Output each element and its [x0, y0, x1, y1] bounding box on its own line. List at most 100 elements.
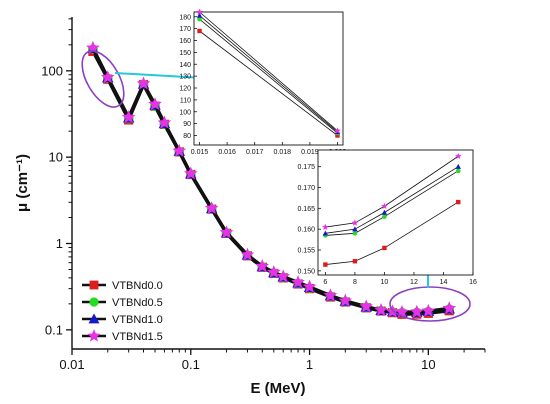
- data-point: [136, 76, 151, 90]
- inset-data-point: [382, 214, 387, 219]
- inset-data-point: [335, 133, 340, 138]
- inset-series-VTBNd0.0: [323, 199, 461, 267]
- data-point: [291, 275, 305, 289]
- inset-x-tick-label: 0.015: [191, 149, 209, 156]
- inset-y-tick-label: 0.150: [297, 268, 315, 275]
- data-point: [204, 201, 219, 215]
- data-point: [240, 247, 255, 261]
- inset-data-point: [456, 199, 461, 205]
- x-tick-label: 0.01: [59, 357, 84, 372]
- inset-x-tick-label: 12: [410, 279, 418, 286]
- inset-y-tick-label: 140: [179, 62, 191, 69]
- inset-series-line: [199, 15, 338, 133]
- data-point: [255, 259, 270, 273]
- inset-y-tick-label: 150: [179, 50, 191, 57]
- data-point: [172, 143, 187, 157]
- inset-data-point: [351, 219, 359, 226]
- data-point: [442, 301, 457, 315]
- y-tick-label: 1: [56, 236, 63, 251]
- legend-marker: [89, 280, 99, 290]
- data-point: [184, 166, 198, 180]
- inset-y-tick-label: 0.175: [297, 164, 315, 171]
- legend-label: VTBNd1.0: [112, 314, 163, 326]
- x-tick-label: 10: [421, 357, 435, 372]
- inset-y-tick-label: 160: [179, 38, 191, 45]
- data-point: [374, 303, 388, 316]
- legend-label: VTBNd0.5: [112, 297, 163, 309]
- inset-data-point: [352, 226, 358, 232]
- inset-data-point: [352, 231, 358, 236]
- inset-frame: [193, 11, 344, 146]
- inset-series-line: [325, 201, 459, 265]
- x-axis-title: E (MeV): [250, 380, 305, 397]
- data-point: [100, 70, 115, 84]
- y-tick-label: 0.1: [45, 322, 63, 337]
- inset-y-tick-label: 110: [180, 97, 191, 104]
- inset-data-point: [381, 202, 388, 210]
- inset-x-tick-label: 8: [353, 279, 357, 286]
- inset-y-tick-label: 0.155: [297, 248, 315, 255]
- inset-x-tick-label: 0.019: [301, 149, 319, 156]
- data-point: [421, 303, 436, 317]
- inset-series-line: [325, 170, 459, 236]
- inset-series-line: [199, 30, 338, 136]
- inset-data-point: [197, 16, 202, 22]
- inset-data-point: [455, 163, 461, 169]
- data-point: [219, 225, 234, 239]
- data-point: [338, 293, 353, 307]
- series-VTBNd1.5: [86, 40, 457, 318]
- y-axis-title: μ (cm⁻¹): [14, 154, 31, 212]
- data-point: [148, 97, 162, 111]
- inset-series-VTBNd1.5: [196, 8, 341, 134]
- data-point: [323, 288, 338, 302]
- inset-data-point: [196, 8, 203, 15]
- data-point: [276, 269, 290, 283]
- legend-label: VTBNd1.5: [112, 331, 163, 343]
- legend-label: VTBNd0.0: [112, 280, 163, 292]
- inset-data-point: [382, 245, 387, 251]
- inset-data-point: [322, 230, 329, 236]
- inset-x-tick-label: 16: [469, 279, 477, 286]
- inset-y-tick-label: 0.170: [297, 185, 315, 192]
- inset-y-tick-label: 0.165: [297, 206, 315, 213]
- inset-data-point: [454, 152, 462, 160]
- inset-data-point: [322, 223, 329, 230]
- data-point: [157, 115, 172, 129]
- inset-right: 6 8 10 12 14 16 0.150 0.155 0.160 0.165 0.170 0.175: [297, 149, 477, 286]
- inset-left: 0.0150.0160.0170.0180.0190.0208090100110…: [179, 8, 346, 156]
- inset-x-tick-label: 0.016: [218, 149, 236, 156]
- inset-data-point: [323, 262, 328, 267]
- legend-item: VTBNd1.0: [82, 313, 163, 326]
- data-point: [359, 299, 373, 313]
- inset-series-VTBNd1.5: [322, 152, 462, 230]
- inset-x-tick-label: 0.017: [246, 149, 264, 156]
- inset-x-tick-label: 10: [381, 279, 389, 286]
- main-series-layer: [86, 40, 457, 319]
- inset-series-line: [325, 166, 459, 234]
- legend-item: VTBNd0.0: [82, 280, 163, 292]
- highlight-ellipse-high-energy: [389, 286, 471, 322]
- inset-series-VTBNd1.0: [322, 163, 461, 236]
- inset-y-tick-label: 90: [183, 121, 191, 128]
- data-point: [121, 110, 136, 123]
- inset-data-point: [334, 127, 341, 134]
- legend-item: VTBNd1.5: [82, 329, 163, 343]
- inset-data-point: [196, 12, 203, 18]
- x-tick-label: 1: [306, 357, 313, 372]
- inset-data-point: [352, 259, 358, 264]
- legend: VTBNd0.0 VTBNd0.5 VTBNd1.0 VTBNd1.5: [82, 280, 163, 343]
- legend-marker: [89, 297, 99, 307]
- inset-y-tick-label: 100: [179, 109, 191, 116]
- inset-y-tick-label: 180: [179, 14, 191, 21]
- legend-marker: [88, 313, 100, 324]
- inset-series-line: [199, 18, 338, 134]
- inset-x-tick-label: 6: [323, 279, 327, 286]
- inset-data-point: [197, 28, 202, 34]
- inset-y-tick-label: 130: [179, 74, 191, 81]
- inset-y-tick-label: 80: [183, 133, 191, 140]
- inset-series-line: [325, 155, 459, 228]
- inset-x-tick-label: 0.018: [274, 149, 292, 156]
